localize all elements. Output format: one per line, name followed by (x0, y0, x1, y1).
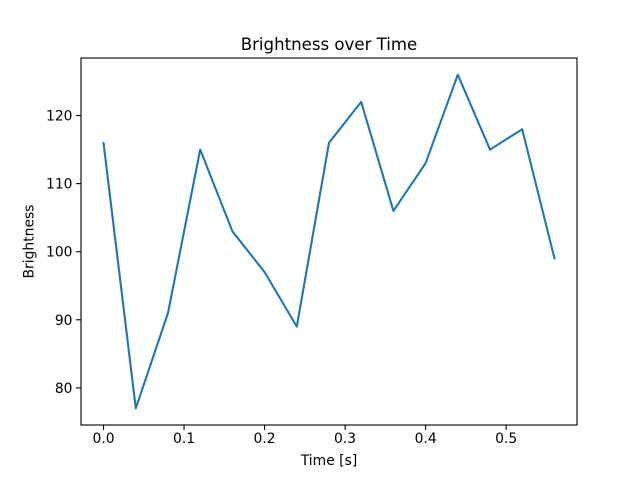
axes-spines (80, 57, 578, 426)
axis-ticks: 0.0 0.1 0.2 0.3 0.4 0.5 80 90 100 110 120 (46, 109, 517, 447)
y-axis-label: Brightness (22, 205, 38, 279)
y-tick-label: 120 (46, 109, 73, 125)
brightness-series-line (102, 73, 556, 410)
x-tick-label: 0.1 (173, 431, 195, 447)
chart-title: Brightness over Time (241, 35, 418, 54)
x-axis-label: Time [s] (300, 453, 358, 469)
y-tick-label: 110 (46, 177, 73, 193)
x-tick-label: 0.3 (334, 431, 356, 447)
x-tick-label: 0.0 (92, 431, 114, 447)
y-tick-label: 90 (55, 313, 73, 329)
y-tick-label: 80 (55, 381, 73, 397)
y-tick-label: 100 (46, 245, 73, 261)
x-tick-label: 0.2 (254, 431, 276, 447)
plot-area (81, 58, 577, 425)
x-tick-label: 0.5 (495, 431, 517, 447)
data-series (102, 73, 556, 410)
x-tick-label: 0.4 (415, 431, 437, 447)
